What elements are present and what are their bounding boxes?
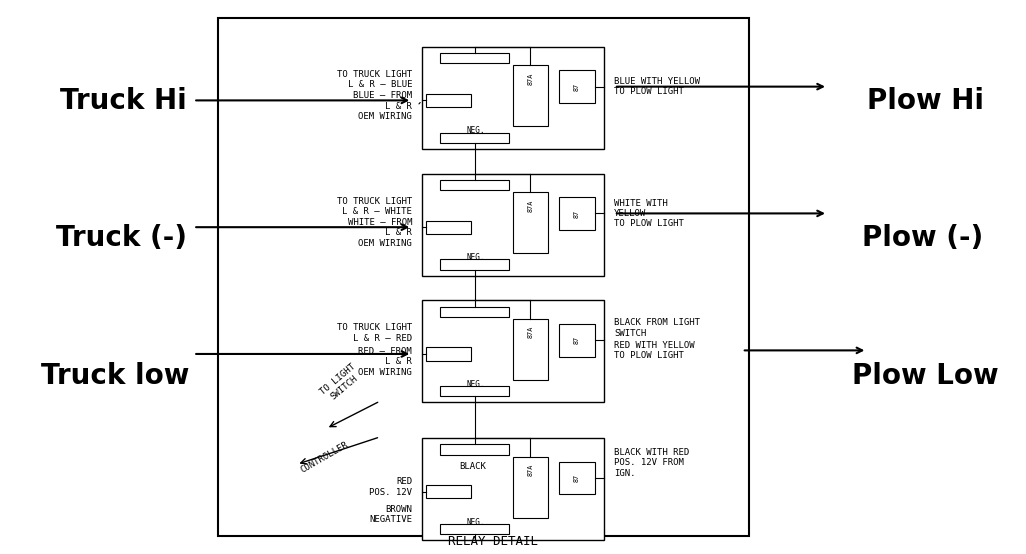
Text: TO LIGHT
SWITCH: TO LIGHT SWITCH: [318, 362, 363, 405]
Text: BLACK WITH RED
POS. 12V FROM
IGN.: BLACK WITH RED POS. 12V FROM IGN.: [614, 448, 689, 478]
Bar: [558, 324, 595, 357]
FancyBboxPatch shape: [218, 18, 749, 536]
Text: NEG.: NEG.: [467, 253, 485, 262]
Bar: [440, 259, 509, 269]
Bar: [426, 485, 471, 499]
Text: BLACK FROM LIGHT
SWITCH: BLACK FROM LIGHT SWITCH: [614, 318, 700, 337]
Bar: [558, 197, 595, 230]
Text: BLUE WITH YELLOW
TO PLOW LIGHT: BLUE WITH YELLOW TO PLOW LIGHT: [614, 77, 700, 96]
Text: RED WITH YELLOW
TO PLOW LIGHT: RED WITH YELLOW TO PLOW LIGHT: [614, 341, 695, 360]
Text: 87A: 87A: [527, 199, 534, 212]
Text: 87: 87: [574, 83, 580, 91]
Bar: [440, 179, 509, 190]
Bar: [440, 306, 509, 317]
Bar: [422, 173, 604, 276]
Text: WHITE WITH
YELLOW
TO PLOW LIGHT: WHITE WITH YELLOW TO PLOW LIGHT: [614, 198, 683, 228]
Text: 87A: 87A: [527, 326, 534, 338]
Text: Plow Low: Plow Low: [853, 362, 999, 390]
Bar: [440, 53, 509, 63]
Text: BROWN
NEGATIVE: BROWN NEGATIVE: [369, 505, 412, 525]
Text: NEG.: NEG.: [467, 380, 485, 389]
Text: 87: 87: [574, 209, 580, 218]
Text: TO TRUCK LIGHT
L & R – WHITE: TO TRUCK LIGHT L & R – WHITE: [337, 197, 412, 216]
Bar: [513, 192, 548, 253]
Text: BLUE – FROM
L & R
OEM WIRING: BLUE – FROM L & R OEM WIRING: [353, 91, 412, 121]
Bar: [558, 70, 595, 103]
Bar: [440, 444, 509, 454]
Bar: [440, 132, 509, 143]
Bar: [558, 461, 595, 494]
Text: NEG.: NEG.: [467, 126, 485, 136]
Bar: [440, 386, 509, 396]
Bar: [513, 319, 548, 380]
Bar: [426, 347, 471, 361]
Text: RED
POS. 12V: RED POS. 12V: [369, 478, 412, 497]
Bar: [426, 94, 471, 107]
Bar: [422, 438, 604, 540]
Text: Truck Hi: Truck Hi: [61, 86, 187, 115]
Bar: [513, 65, 548, 126]
Text: CONTROLLER: CONTROLLER: [299, 440, 350, 474]
Text: 87A: 87A: [527, 464, 534, 476]
Text: NEG.: NEG.: [467, 518, 485, 527]
Bar: [440, 524, 509, 534]
Text: Truck (-): Truck (-): [55, 224, 187, 253]
Text: 87: 87: [574, 336, 580, 345]
Text: Plow Hi: Plow Hi: [867, 86, 984, 115]
Text: Truck low: Truck low: [41, 362, 189, 390]
Text: TO TRUCK LIGHT
L & R – RED: TO TRUCK LIGHT L & R – RED: [337, 324, 412, 343]
Text: RELAY DETAIL: RELAY DETAIL: [448, 535, 539, 548]
Text: 87A: 87A: [527, 73, 534, 85]
Bar: [513, 456, 548, 518]
Text: Plow (-): Plow (-): [862, 224, 984, 253]
Text: WHITE – FROM
L & R
OEM WIRING: WHITE – FROM L & R OEM WIRING: [348, 218, 412, 248]
Text: BLACK: BLACK: [459, 462, 485, 471]
Bar: [422, 300, 604, 402]
Bar: [426, 220, 471, 234]
Text: TO TRUCK LIGHT
L & R – BLUE: TO TRUCK LIGHT L & R – BLUE: [337, 70, 412, 89]
Text: RED – FROM
L & R
OEM WIRING: RED – FROM L & R OEM WIRING: [358, 347, 412, 377]
Text: 87: 87: [574, 474, 580, 482]
Bar: [422, 47, 604, 149]
